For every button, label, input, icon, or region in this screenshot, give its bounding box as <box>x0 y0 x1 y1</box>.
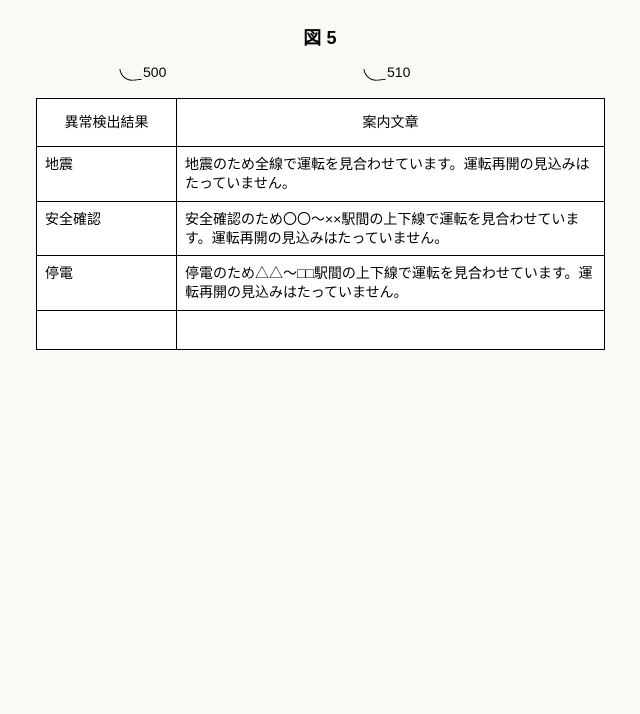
table-row: 地震 地震のため全線で運転を見合わせています。運転再開の見込みはたっていません。 <box>37 146 605 201</box>
guidance-table: 異常検出結果 案内文章 地震 地震のため全線で運転を見合わせています。運転再開の… <box>36 98 605 350</box>
callout-label: 500 <box>143 64 166 80</box>
cell-result: 停電 <box>37 256 177 311</box>
callout-500: 500 <box>120 64 166 80</box>
callout-arc-icon <box>363 67 385 82</box>
callout-510: 510 <box>364 64 410 80</box>
cell-message: 地震のため全線で運転を見合わせています。運転再開の見込みはたっていません。 <box>177 146 605 201</box>
table-row <box>37 311 605 350</box>
cell-message <box>177 311 605 350</box>
cell-message: 安全確認のため〇〇～××駅間の上下線で運転を見合わせています。運転再開の見込みは… <box>177 201 605 256</box>
cell-result: 地震 <box>37 146 177 201</box>
cell-result: 安全確認 <box>37 201 177 256</box>
cell-message: 停電のため△△～□□駅間の上下線で運転を見合わせています。運転再開の見込みはたっ… <box>177 256 605 311</box>
table-row: 安全確認 安全確認のため〇〇～××駅間の上下線で運転を見合わせています。運転再開… <box>37 201 605 256</box>
table-header-row: 異常検出結果 案内文章 <box>37 99 605 147</box>
table-row: 停電 停電のため△△～□□駅間の上下線で運転を見合わせています。運転再開の見込み… <box>37 256 605 311</box>
col-header-message: 案内文章 <box>177 99 605 147</box>
cell-result <box>37 311 177 350</box>
callout-label: 510 <box>387 64 410 80</box>
callout-row: 500 510 <box>36 64 604 98</box>
figure-title: 図 5 <box>0 0 640 50</box>
callout-arc-icon <box>119 67 141 82</box>
col-header-result: 異常検出結果 <box>37 99 177 147</box>
